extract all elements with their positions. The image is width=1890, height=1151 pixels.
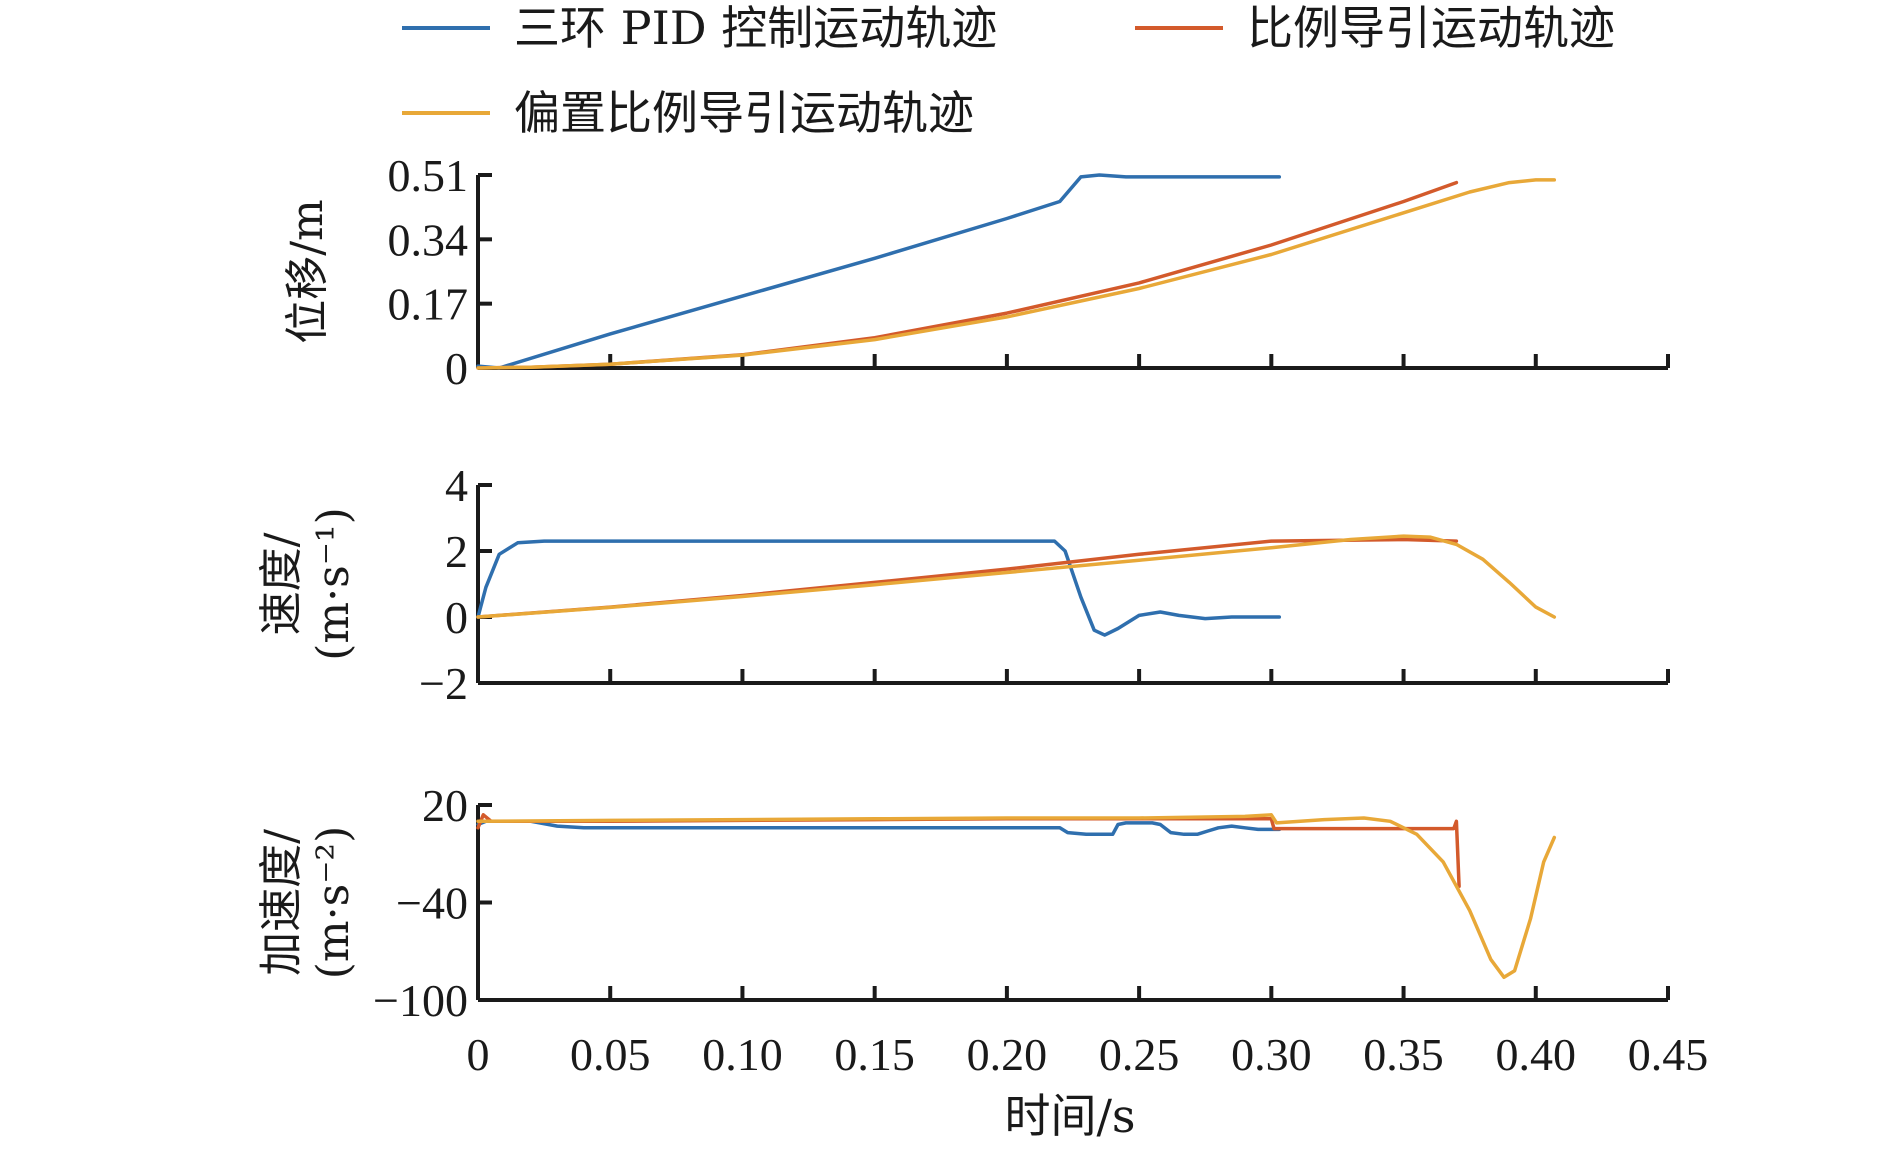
legend-label: 偏置比例导引运动轨迹	[514, 86, 974, 140]
series-line-3	[476, 813, 1557, 980]
series-line-1	[476, 173, 1282, 370]
legend-label: 比例导引运动轨迹	[1247, 1, 1615, 55]
y-axis-label: 位移/m	[282, 199, 333, 344]
y-tick-label: 2	[445, 526, 468, 577]
x-tick-label: 0	[467, 1029, 490, 1080]
y-tick-label: −2	[419, 658, 468, 709]
series-line-3	[476, 534, 1557, 619]
x-tick-label: 0.20	[967, 1029, 1048, 1080]
series-line-1	[476, 539, 1282, 637]
x-tick-label: 0.35	[1363, 1029, 1444, 1080]
series-line-2	[476, 180, 1459, 370]
x-tick-label: 0.10	[702, 1029, 783, 1080]
panel-1: 0 0.17 0.34 0.51 位移/m	[282, 150, 1670, 394]
chart-panels: 0 0.17 0.34 0.51 位移/m −2 0 2 4 速度/(m·s⁻¹) −100 −40 2…	[256, 150, 1708, 1080]
y-tick-label: −100	[373, 975, 468, 1026]
y-axis-label: (m·s⁻¹)	[308, 507, 359, 660]
y-tick-label: −40	[396, 878, 468, 929]
y-tick-label: 0.17	[388, 279, 469, 330]
y-tick-label: 4	[445, 460, 468, 511]
y-tick-label: 0.34	[388, 214, 469, 265]
x-tick-label: 0.25	[1099, 1029, 1180, 1080]
x-tick-label: 0.40	[1496, 1029, 1577, 1080]
series-line-3	[476, 178, 1557, 370]
legend-label: 三环 PID 控制运动轨迹	[514, 1, 997, 55]
y-axis-label: 速度/	[256, 532, 307, 635]
y-axis-label: 加速度/	[256, 829, 307, 976]
series-line-2	[476, 813, 1461, 889]
panel-2: −2 0 2 4 速度/(m·s⁻¹)	[256, 460, 1670, 709]
panel-3: −100 −40 20 加速度/(m·s⁻²)	[256, 780, 1670, 1026]
x-tick-label: 0.30	[1231, 1029, 1312, 1080]
series-line-1	[476, 819, 1282, 837]
legend-item-1: 三环 PID 控制运动轨迹	[402, 1, 997, 55]
y-tick-label: 20	[422, 780, 468, 831]
y-tick-label: 0	[445, 343, 468, 394]
x-axis-label: 时间/s	[1004, 1089, 1135, 1143]
legend-item-3: 偏置比例导引运动轨迹	[402, 86, 974, 140]
x-tick-label: 0.15	[834, 1029, 915, 1080]
x-tick-label: 0.05	[570, 1029, 651, 1080]
y-axis-label: (m·s⁻²)	[308, 826, 359, 979]
y-tick-label: 0.51	[388, 150, 469, 201]
legend-item-2: 比例导引运动轨迹	[1135, 1, 1615, 55]
x-tick-label: 0.45	[1628, 1029, 1709, 1080]
y-tick-label: 0	[445, 592, 468, 643]
